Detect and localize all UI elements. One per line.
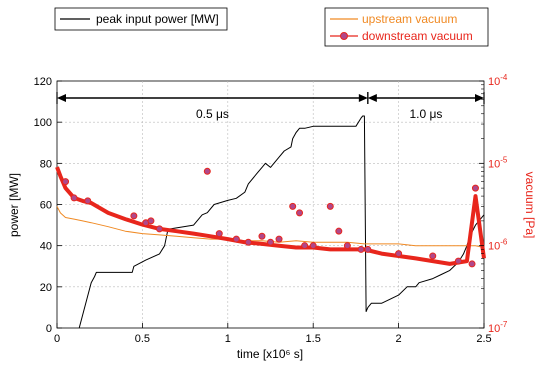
downstream-marker [130, 212, 138, 220]
y-left-tick-label: 120 [34, 76, 52, 88]
x-axis-label: time [x10⁶ s] [237, 347, 303, 361]
legend-downstream-label: downstream vacuum [362, 29, 473, 43]
downstream-marker [232, 235, 240, 243]
x-tick-label: 0.5 [135, 333, 150, 345]
downstream-marker [275, 235, 283, 243]
downstream-marker [244, 238, 252, 246]
downstream-marker [335, 227, 343, 235]
y-right-axis-label: vacuum [Pa] [523, 172, 536, 239]
downstream-marker [301, 242, 309, 250]
downstream-marker [357, 245, 365, 253]
downstream-marker [84, 197, 92, 205]
annotation-arrowhead-left [367, 94, 377, 102]
downstream-marker [364, 245, 372, 253]
tick-layer: 0 0.5 1 1.5 2 2.5 0 20 40 60 80 100 120 10-7 10-6 10-5 1… [34, 73, 508, 345]
downstream-marker [147, 217, 155, 225]
y-right-tick-label: 10-6 [488, 238, 508, 253]
y-left-tick-label: 20 [40, 282, 52, 294]
y-left-tick-label: 60 [40, 200, 52, 212]
downstream-marker [429, 252, 437, 260]
downstream-marker [471, 184, 479, 192]
downstream-marker [289, 202, 297, 210]
downstream-marker [70, 194, 78, 202]
annotation-arrowhead-right [475, 94, 484, 102]
x-tick-label: 0 [54, 333, 60, 345]
series-layer [55, 115, 486, 329]
series-line-upstream-vacuum [56, 206, 485, 248]
legend-downstream-marker [340, 32, 348, 40]
y-left-axis-label: power [MW] [7, 173, 21, 237]
annotation-layer: 0.5 μs 1.0 μs [56, 92, 485, 121]
legend-upstream-label: upstream vacuum [362, 12, 457, 26]
downstream-marker [203, 167, 211, 175]
annotation-label: 0.5 μs [196, 107, 229, 121]
downstream-marker [258, 232, 266, 240]
downstream-marker [326, 202, 334, 210]
y-left-tick-label: 80 [40, 158, 52, 170]
y-right-tick-label: 10-7 [488, 320, 508, 335]
downstream-marker [343, 242, 351, 250]
downstream-marker [267, 238, 274, 246]
series-line-downstream-vacuum [55, 166, 486, 266]
legend-left-box [54, 7, 228, 31]
downstream-marker [215, 230, 223, 238]
downstream-marker [155, 225, 163, 233]
downstream-marker [395, 250, 403, 258]
x-tick-label: 2.5 [476, 333, 491, 345]
downstream-marker [296, 209, 304, 217]
legend-power-label: peak input power [MW] [96, 12, 219, 26]
downstream-marker [309, 242, 317, 250]
legend-right-box [324, 7, 489, 47]
annotation-arrowhead-left [57, 94, 66, 102]
annotation-arrowhead-right [358, 94, 368, 102]
y-right-tick-label: 10-4 [488, 73, 508, 88]
x-tick-label: 2 [396, 333, 402, 345]
y-left-tick-label: 100 [34, 117, 52, 129]
y-right-tick-label: 10-5 [488, 155, 508, 170]
x-tick-label: 1.5 [306, 333, 321, 345]
series-line-peak-input-power-mw- [78, 115, 485, 329]
annotation-label: 1.0 μs [409, 107, 442, 121]
y-left-tick-label: 40 [40, 241, 52, 253]
downstream-marker [468, 260, 476, 268]
downstream-marker [62, 178, 70, 186]
y-left-tick-label: 0 [46, 323, 52, 335]
downstream-marker [454, 257, 462, 265]
x-tick-label: 1 [225, 333, 231, 345]
